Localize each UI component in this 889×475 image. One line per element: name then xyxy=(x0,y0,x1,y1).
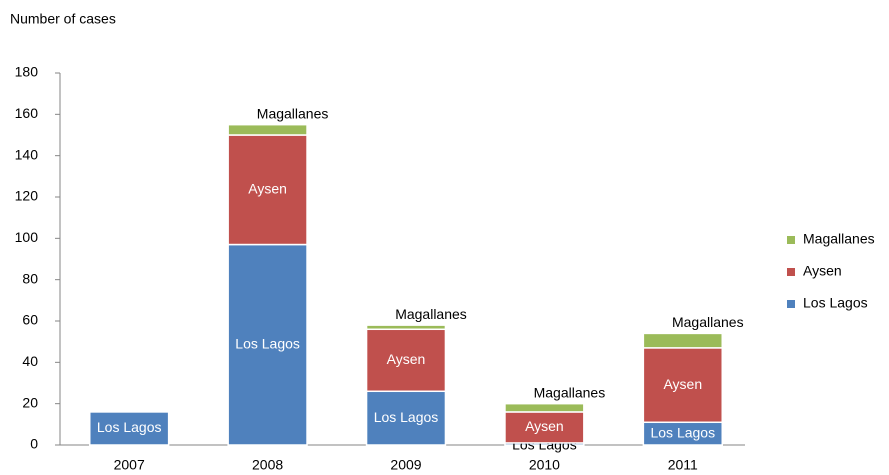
y-tick-label: 20 xyxy=(22,394,38,410)
bar-segment xyxy=(227,123,308,136)
legend-label: Los Lagos xyxy=(803,295,868,311)
y-tick-label: 180 xyxy=(15,64,39,80)
y-tick-label: 120 xyxy=(15,188,39,204)
y-tick-label: 40 xyxy=(22,353,38,369)
legend-label: Aysen xyxy=(803,263,842,279)
y-tick-label: 80 xyxy=(22,270,38,286)
data-label: Los Lagos xyxy=(235,335,300,351)
x-tick-label: 2008 xyxy=(252,457,283,473)
data-label: Magallanes xyxy=(534,384,606,400)
bar-segment xyxy=(504,402,585,413)
x-tick-label: 2010 xyxy=(529,457,560,473)
data-label: Aysen xyxy=(248,180,287,196)
legend-marker xyxy=(787,300,795,308)
x-tick-label: 2009 xyxy=(390,457,421,473)
y-tick-label: 0 xyxy=(30,436,38,452)
data-label: Aysen xyxy=(663,376,702,392)
y-tick-label: 160 xyxy=(15,105,39,121)
legend-label: Magallanes xyxy=(803,231,875,247)
data-label: Los Lagos xyxy=(374,409,439,425)
data-label: Magallanes xyxy=(395,306,467,322)
bar-segment xyxy=(642,347,723,424)
data-label: Los Lagos xyxy=(650,424,715,440)
data-label: Magallanes xyxy=(257,105,329,121)
legend-marker xyxy=(787,236,795,244)
y-tick-label: 60 xyxy=(22,312,38,328)
bar-segment xyxy=(365,324,447,331)
data-label: Aysen xyxy=(387,351,426,367)
bar-segment xyxy=(642,332,723,349)
bar-segment xyxy=(365,328,447,393)
y-axis-title: Number of cases xyxy=(10,11,116,27)
data-label: Magallanes xyxy=(672,314,744,330)
x-tick-label: 2007 xyxy=(114,457,145,473)
data-label: Aysen xyxy=(525,418,564,434)
y-tick-label: 100 xyxy=(15,229,39,245)
legend-marker xyxy=(787,268,795,276)
y-tick-label: 140 xyxy=(15,146,39,162)
x-tick-label: 2011 xyxy=(668,457,698,473)
data-label: Los Lagos xyxy=(97,419,162,435)
bar-segment xyxy=(89,411,170,446)
